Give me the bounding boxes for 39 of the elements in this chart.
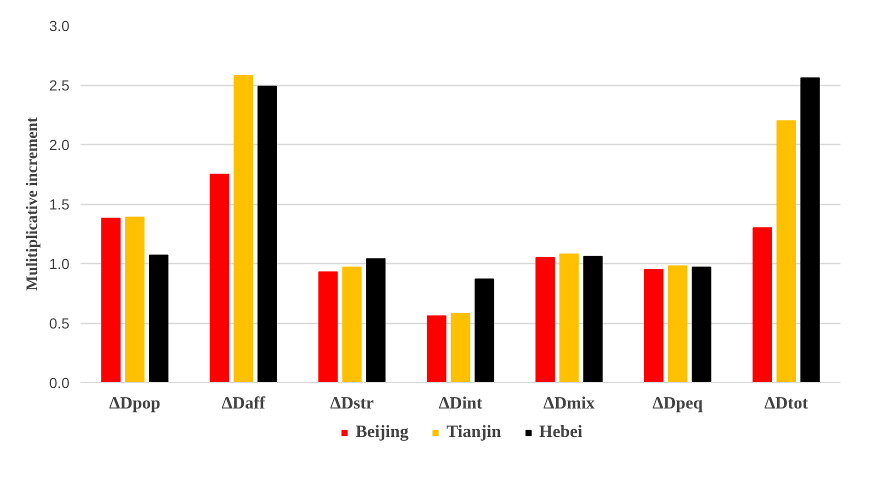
legend-label: Beijing — [356, 422, 409, 442]
bar — [752, 227, 772, 382]
bar — [668, 265, 688, 382]
x-tick-label: ΔDtot — [764, 394, 808, 412]
x-tick-label: ΔDint — [438, 394, 483, 412]
y-tick-label: 0.0 — [49, 376, 70, 392]
bar — [366, 258, 386, 382]
legend-label: Tianjin — [446, 422, 502, 442]
bar — [258, 86, 277, 382]
bar — [342, 266, 362, 382]
bar — [644, 268, 664, 382]
bar — [559, 253, 579, 382]
bar — [234, 74, 254, 382]
bar — [776, 120, 796, 382]
bar — [148, 254, 168, 382]
y-tick-label: 1.0 — [49, 257, 70, 273]
bar — [426, 315, 446, 382]
bar — [125, 216, 145, 382]
bar — [474, 278, 494, 382]
bar — [583, 256, 603, 382]
y-tick-label: 2.0 — [49, 138, 70, 154]
bar — [210, 174, 230, 382]
bar — [800, 77, 820, 382]
x-tick-label: ΔDmix — [543, 394, 596, 412]
y-tick-label: 3.0 — [49, 19, 70, 35]
x-tick-label: ΔDpeq — [652, 394, 704, 412]
y-tick-label: 1.5 — [49, 198, 70, 214]
legend-label: Hebei — [539, 422, 582, 442]
bar — [101, 218, 121, 382]
bar — [692, 266, 712, 382]
x-tick-label: ΔDaff — [222, 394, 266, 412]
x-tick-label: ΔDpop — [109, 394, 160, 412]
y-axis-title: Mulitiplicative increment — [24, 116, 42, 291]
bar — [318, 271, 338, 382]
x-tick-label: ΔDstr — [330, 394, 374, 412]
y-tick-label: 0.5 — [49, 316, 70, 332]
y-tick-label: 2.5 — [49, 78, 70, 94]
bar — [450, 312, 470, 382]
bar — [535, 257, 555, 382]
